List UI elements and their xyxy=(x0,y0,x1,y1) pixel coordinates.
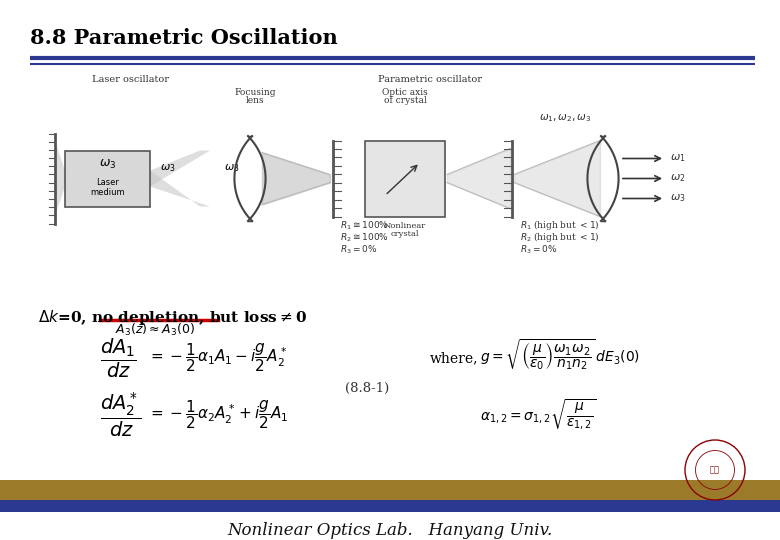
Text: $\Delta k$=0, no depletion, but loss$\neq$0: $\Delta k$=0, no depletion, but loss$\ne… xyxy=(38,308,307,327)
Polygon shape xyxy=(150,171,210,206)
Text: $g=\sqrt{\left(\dfrac{\mu}{\varepsilon_0}\right)\dfrac{\omega_1\omega_2}{n_1 n_2: $g=\sqrt{\left(\dfrac{\mu}{\varepsilon_0… xyxy=(480,338,640,373)
Text: crystal: crystal xyxy=(391,231,420,239)
Bar xyxy=(0,480,780,500)
Bar xyxy=(0,500,780,512)
Text: (8.8-1): (8.8-1) xyxy=(345,381,389,395)
Text: lens: lens xyxy=(246,96,264,105)
Text: $\dfrac{dA_2^*}{dz}$: $\dfrac{dA_2^*}{dz}$ xyxy=(100,391,142,439)
Text: $\omega_3$: $\omega_3$ xyxy=(160,163,176,174)
Bar xyxy=(65,151,150,206)
Bar xyxy=(365,140,445,217)
Text: $\omega_3$: $\omega_3$ xyxy=(99,158,116,171)
Text: $R_2 \cong 100\%$: $R_2 \cong 100\%$ xyxy=(340,232,389,244)
Text: $A_3(z)\approx A_3(0)$: $A_3(z)\approx A_3(0)$ xyxy=(115,322,195,338)
Polygon shape xyxy=(150,151,210,186)
Bar xyxy=(30,72,755,295)
Text: 8.8 Parametric Oscillation: 8.8 Parametric Oscillation xyxy=(30,28,338,48)
Text: of crystal: of crystal xyxy=(384,96,427,105)
Text: $R_3 = 0\%$: $R_3 = 0\%$ xyxy=(520,244,558,256)
Text: Parametric oscillator: Parametric oscillator xyxy=(378,75,482,84)
Text: 한양: 한양 xyxy=(710,465,720,475)
Text: $R_1$ (high but $< 1$): $R_1$ (high but $< 1$) xyxy=(520,219,600,233)
Text: Laser: Laser xyxy=(96,178,119,187)
Text: Laser oscillator: Laser oscillator xyxy=(91,75,168,84)
Text: medium: medium xyxy=(90,188,125,197)
Text: Nonlinear: Nonlinear xyxy=(384,222,426,231)
Text: $\omega_2$: $\omega_2$ xyxy=(670,173,686,184)
Text: $\dfrac{dA_1}{dz}$: $\dfrac{dA_1}{dz}$ xyxy=(100,336,137,380)
Text: $= -\dfrac{1}{2}\alpha_1 A_1 - i\dfrac{g}{2} A_2^*$: $= -\dfrac{1}{2}\alpha_1 A_1 - i\dfrac{g… xyxy=(148,342,287,374)
Text: Focusing: Focusing xyxy=(234,88,276,97)
Text: $\omega_1$: $\omega_1$ xyxy=(670,153,686,164)
Text: $R_3 = 0\%$: $R_3 = 0\%$ xyxy=(340,244,378,256)
Text: Optic axis: Optic axis xyxy=(382,88,428,97)
Text: $\omega_3$: $\omega_3$ xyxy=(670,193,686,205)
Text: $\omega_1, \omega_2, \omega_3$: $\omega_1, \omega_2, \omega_3$ xyxy=(539,112,591,124)
Text: $\omega_3$: $\omega_3$ xyxy=(224,163,239,174)
Text: where,: where, xyxy=(430,351,478,365)
Text: $R_2$ (high but $< 1$): $R_2$ (high but $< 1$) xyxy=(520,231,600,245)
Text: $R_1 \cong 100\%$: $R_1 \cong 100\%$ xyxy=(340,219,389,232)
Polygon shape xyxy=(56,144,65,213)
Text: $= -\dfrac{1}{2}\alpha_2 A_2^* + i\dfrac{g}{2} A_1$: $= -\dfrac{1}{2}\alpha_2 A_2^* + i\dfrac… xyxy=(148,399,289,431)
Text: Nonlinear Optics Lab.   Hanyang Univ.: Nonlinear Optics Lab. Hanyang Univ. xyxy=(228,522,552,539)
Text: $\alpha_{1,2}=\sigma_{1,2}\sqrt{\dfrac{\mu}{\varepsilon_{1,2}}}$: $\alpha_{1,2}=\sigma_{1,2}\sqrt{\dfrac{\… xyxy=(480,398,597,432)
